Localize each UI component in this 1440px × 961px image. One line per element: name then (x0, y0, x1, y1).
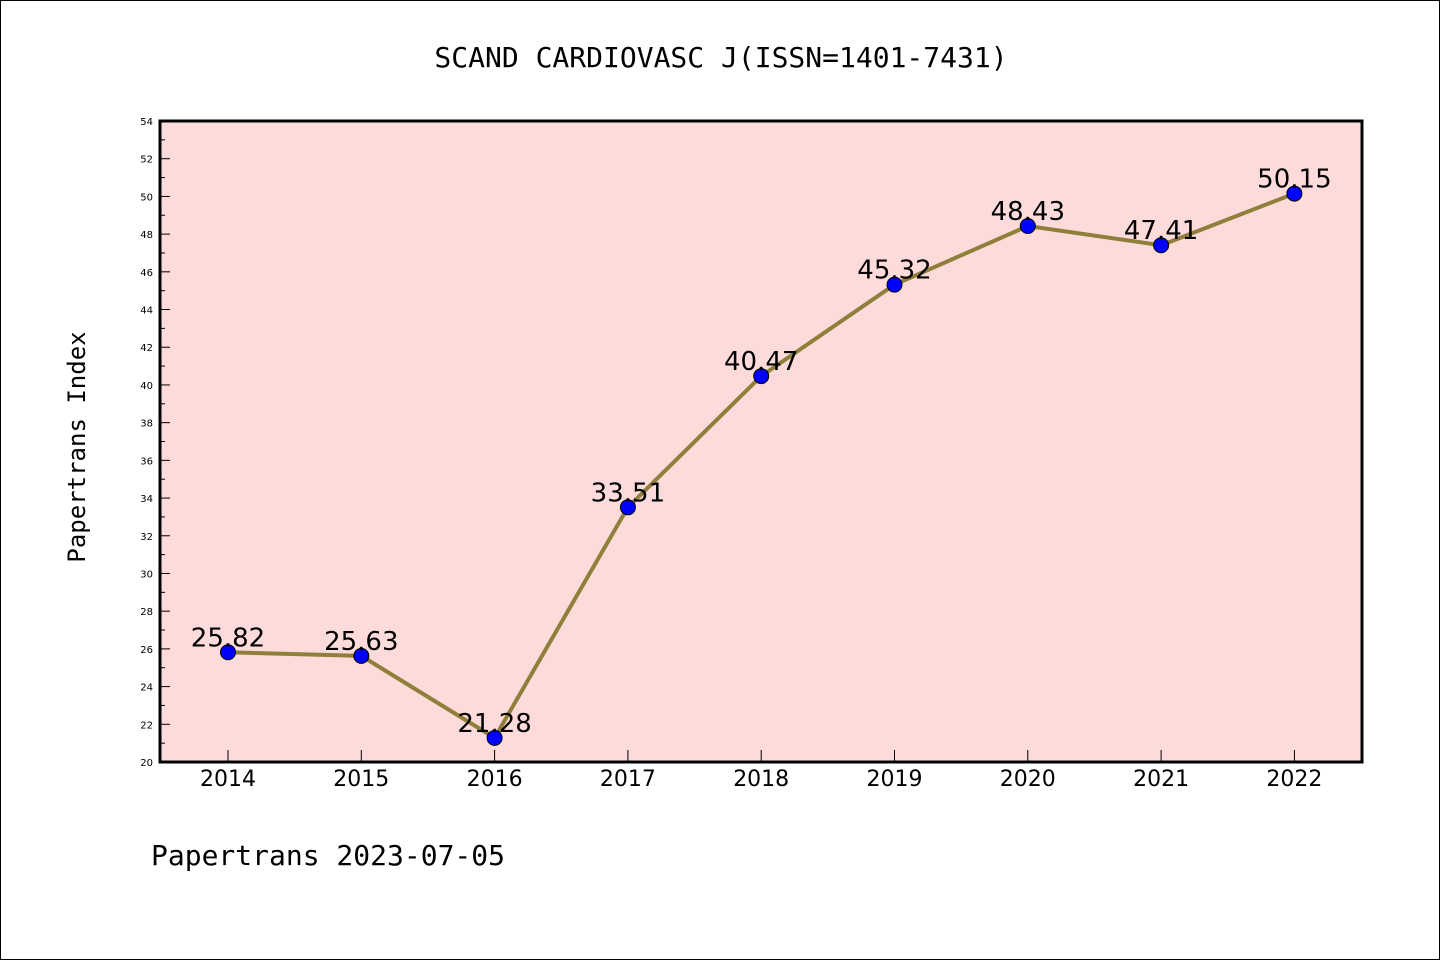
y-tick-label: 44 (140, 306, 153, 317)
data-point (1286, 185, 1303, 202)
x-tick-label: 2021 (1133, 767, 1189, 792)
data-point (353, 647, 370, 664)
y-tick-label: 54 (140, 117, 153, 128)
x-tick-label: 2018 (733, 767, 789, 792)
x-tick-label: 2019 (867, 767, 923, 792)
plot-border (158, 119, 1364, 764)
footer-text: Papertrans 2023-07-05 (151, 839, 505, 872)
data-label: 25.82 (191, 623, 265, 653)
y-tick-label: 24 (140, 683, 153, 694)
data-label: 25.63 (324, 627, 398, 657)
y-tick-label: 52 (140, 155, 153, 166)
data-label: 50.15 (1257, 165, 1331, 195)
data-point (220, 644, 236, 661)
y-tick-label: 36 (140, 456, 153, 467)
y-tick-label: 46 (140, 268, 153, 279)
y-tick-label: 50 (140, 192, 153, 203)
data-label: 47.41 (1124, 216, 1198, 246)
x-tick-label: 2017 (600, 767, 656, 792)
x-tick-label: 2016 (467, 767, 523, 792)
x-tick-label: 2020 (1000, 767, 1056, 792)
y-tick-label: 48 (140, 230, 153, 241)
data-point (1153, 237, 1170, 254)
y-tick-label: 34 (140, 494, 153, 505)
y-axis-label: Papertrans Index (63, 331, 91, 562)
data-point (619, 499, 636, 516)
y-tick-label: 40 (140, 381, 153, 392)
x-tick-label: 2022 (1266, 767, 1322, 792)
data-label: 33.51 (591, 478, 665, 508)
data-labels: 25.82 25.63 21.28 33.51 40.47 45.32 48.43 47.41… (191, 165, 1332, 739)
data-label: 48.43 (991, 197, 1065, 227)
x-tick-label: 2015 (333, 767, 389, 792)
data-label: 21.28 (457, 709, 531, 739)
x-tick-label: 2014 (200, 767, 256, 792)
y-tick-label: 26 (140, 645, 153, 656)
chart-title: SCAND CARDIOVASC J(ISSN=1401-7431) (434, 41, 1007, 74)
y-tick-label: 30 (140, 569, 153, 580)
y-tick-label: 42 (140, 343, 153, 354)
y-tick-label: 20 (140, 758, 153, 769)
data-point (886, 276, 903, 293)
y-tick-label: 32 (140, 532, 153, 543)
data-point (486, 729, 503, 746)
y-tick-label: 28 (140, 607, 153, 618)
data-point (753, 368, 770, 385)
y-tick-label: 38 (140, 419, 153, 430)
data-label: 40.47 (724, 347, 798, 377)
series-layer (220, 185, 1303, 746)
y-tick-label: 22 (140, 720, 153, 731)
axis-ticks: 2022242628303234363840424446485052542014… (140, 117, 1322, 792)
data-point (1019, 218, 1036, 235)
data-label: 45.32 (857, 256, 931, 286)
